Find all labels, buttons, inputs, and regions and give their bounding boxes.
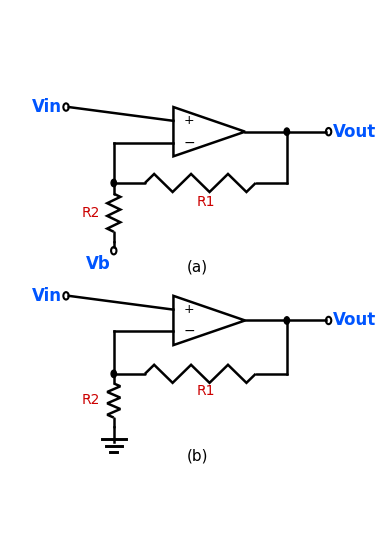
Text: (b): (b) xyxy=(187,448,208,463)
Text: Vb: Vb xyxy=(86,255,111,273)
Circle shape xyxy=(111,370,116,377)
Text: Vin: Vin xyxy=(32,98,62,116)
Text: Vin: Vin xyxy=(32,287,62,305)
Circle shape xyxy=(111,179,116,187)
Text: −: − xyxy=(183,324,195,338)
Text: +: + xyxy=(184,115,194,127)
Text: −: − xyxy=(183,135,195,150)
Text: +: + xyxy=(184,303,194,316)
Text: Vout: Vout xyxy=(333,123,376,141)
Text: R2: R2 xyxy=(82,393,100,408)
Circle shape xyxy=(284,317,290,324)
Circle shape xyxy=(284,128,290,135)
Text: R2: R2 xyxy=(82,206,100,220)
Text: R1: R1 xyxy=(197,195,216,209)
Text: Vout: Vout xyxy=(333,311,376,329)
Text: (a): (a) xyxy=(187,260,208,274)
Text: R1: R1 xyxy=(197,384,216,398)
